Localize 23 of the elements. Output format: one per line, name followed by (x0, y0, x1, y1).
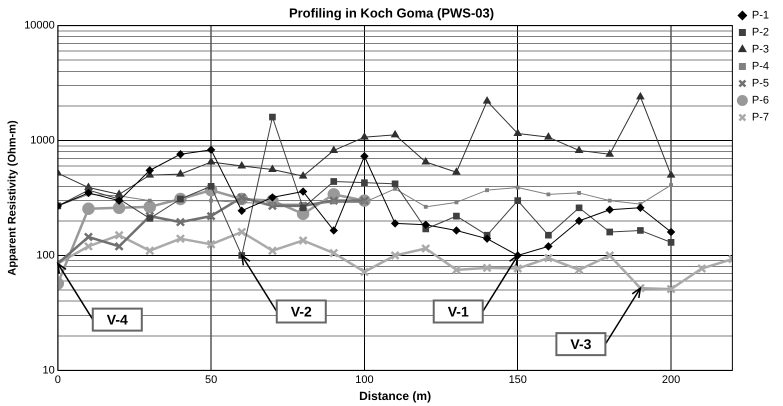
legend-label: P-1 (752, 10, 770, 22)
legend-label: P-7 (752, 112, 770, 124)
annotation: V-2 (290, 303, 312, 320)
annotation: V-1 (448, 303, 469, 320)
y-tick-label: 10 (42, 364, 55, 376)
x-tick-label: 150 (508, 374, 527, 386)
x-tick-label: 50 (204, 374, 218, 386)
legend-label: P-4 (752, 60, 770, 73)
y-tick-label: 100 (36, 250, 55, 262)
x-axis-title: Distance (m) (359, 389, 432, 404)
legend-label: P-2 (752, 26, 770, 39)
annotation: V-3 (570, 336, 592, 352)
x-tick-label: 200 (662, 374, 680, 386)
legend-label: P-3 (752, 44, 770, 56)
legend-label: P-6 (752, 94, 770, 107)
x-tick-label: 100 (355, 374, 374, 386)
y-tick-label: 10000 (24, 20, 55, 32)
chart-title: Profiling in Koch Goma (PWS-03) (288, 5, 494, 20)
legend-label: P-5 (752, 78, 770, 90)
annotation: V-4 (106, 311, 128, 328)
x-tick-label: 0 (54, 374, 61, 386)
y-axis-title: Apparent Resistivity (Ohm-m) (6, 120, 19, 276)
y-tick-label: 1000 (30, 134, 55, 147)
